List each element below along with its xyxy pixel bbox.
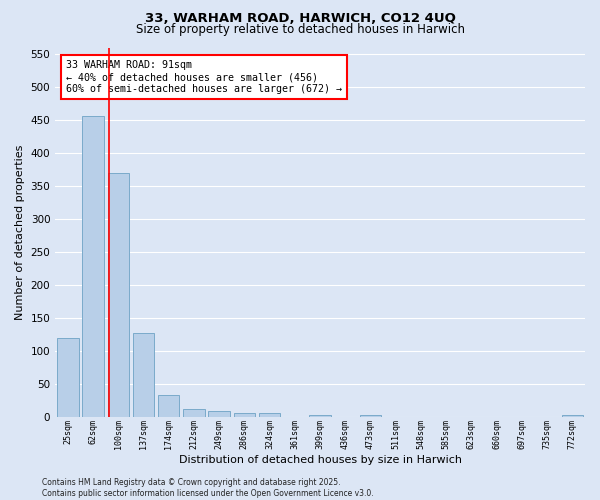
Bar (82, 116, 104, 416)
Bar (259, 414, 280, 416)
X-axis label: Distribution of detached houses by size in Harwich: Distribution of detached houses by size … (179, 455, 461, 465)
Bar (208, 412, 230, 416)
Bar (158, 395, 179, 416)
Bar (562, 414, 583, 416)
Bar (310, 414, 331, 416)
Y-axis label: Number of detached properties: Number of detached properties (15, 144, 25, 320)
Text: 33 WARHAM ROAD: 91sqm
← 40% of detached houses are smaller (456)
60% of semi-det: 33 WARHAM ROAD: 91sqm ← 40% of detached … (66, 60, 342, 94)
Bar (107, 173, 129, 416)
Text: Contains HM Land Registry data © Crown copyright and database right 2025.
Contai: Contains HM Land Registry data © Crown c… (42, 478, 374, 498)
Bar (57, 338, 79, 416)
Bar (133, 333, 154, 416)
Text: Size of property relative to detached houses in Harwich: Size of property relative to detached ho… (136, 22, 464, 36)
Text: 33, WARHAM ROAD, HARWICH, CO12 4UQ: 33, WARHAM ROAD, HARWICH, CO12 4UQ (145, 12, 455, 26)
Bar (233, 414, 255, 416)
Bar (183, 409, 205, 416)
